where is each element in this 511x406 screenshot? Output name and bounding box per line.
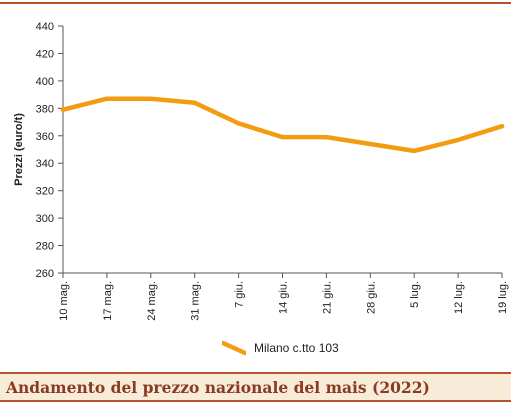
x-tick-label: 7 giu. [234, 281, 246, 308]
top-rule [0, 2, 511, 4]
caption-text: Andamento del prezzo nazionale del mais … [6, 377, 430, 397]
data-point [499, 123, 505, 129]
x-tick-label: 19 lug. [497, 281, 509, 314]
data-point [60, 107, 66, 112]
legend-label: Milano c.tto 103 [254, 341, 339, 355]
y-tick-label: 320 [36, 186, 54, 198]
data-point [192, 100, 197, 106]
series-layer [60, 96, 505, 154]
y-tick-label: 260 [36, 268, 54, 280]
x-tick-label: 14 giu. [278, 281, 290, 314]
y-tick-label: 360 [36, 131, 54, 143]
x-tick-label: 12 lug. [453, 281, 465, 314]
data-point [324, 134, 329, 140]
y-tick-label: 400 [36, 76, 54, 88]
legend: Milano c.tto 103 [222, 339, 339, 357]
data-point [368, 141, 373, 147]
y-axis: 260 280 300 320 340 360 380 400 420 440 [36, 21, 64, 280]
data-point [148, 96, 153, 101]
series-line-milano [60, 96, 505, 154]
x-tick-label: 24 mag. [146, 281, 158, 321]
y-tick-label: 380 [36, 103, 54, 115]
x-axis: 10 mag. 17 mag. 24 mag. 31 mag. 7 giu. 14 giu… [58, 272, 509, 321]
y-tick-label: 300 [36, 213, 54, 225]
y-tick-label: 420 [36, 48, 54, 60]
x-tick-label: 21 giu. [321, 281, 333, 314]
data-point [236, 121, 241, 126]
x-tick-label: 10 mag. [58, 281, 70, 321]
chart-caption: Andamento del prezzo nazionale del mais … [0, 372, 511, 402]
x-tick-label: 28 giu. [365, 281, 377, 314]
data-point [280, 134, 285, 140]
x-tick-label: 17 mag. [102, 281, 114, 321]
x-tick-label: 5 lug. [409, 281, 421, 308]
data-point [412, 148, 417, 154]
y-tick-label: 440 [36, 21, 54, 33]
legend-swatch [222, 340, 246, 356]
y-axis-title: Prezzi (euro/t) [13, 113, 25, 186]
data-point [455, 137, 461, 143]
data-point [104, 96, 110, 101]
x-tick-label: 31 mag. [190, 281, 202, 321]
line-chart: 260 280 300 320 340 360 380 400 420 440 10 mag. 17… [13, 21, 509, 321]
y-tick-label: 280 [36, 241, 54, 253]
y-tick-label: 340 [36, 158, 54, 170]
